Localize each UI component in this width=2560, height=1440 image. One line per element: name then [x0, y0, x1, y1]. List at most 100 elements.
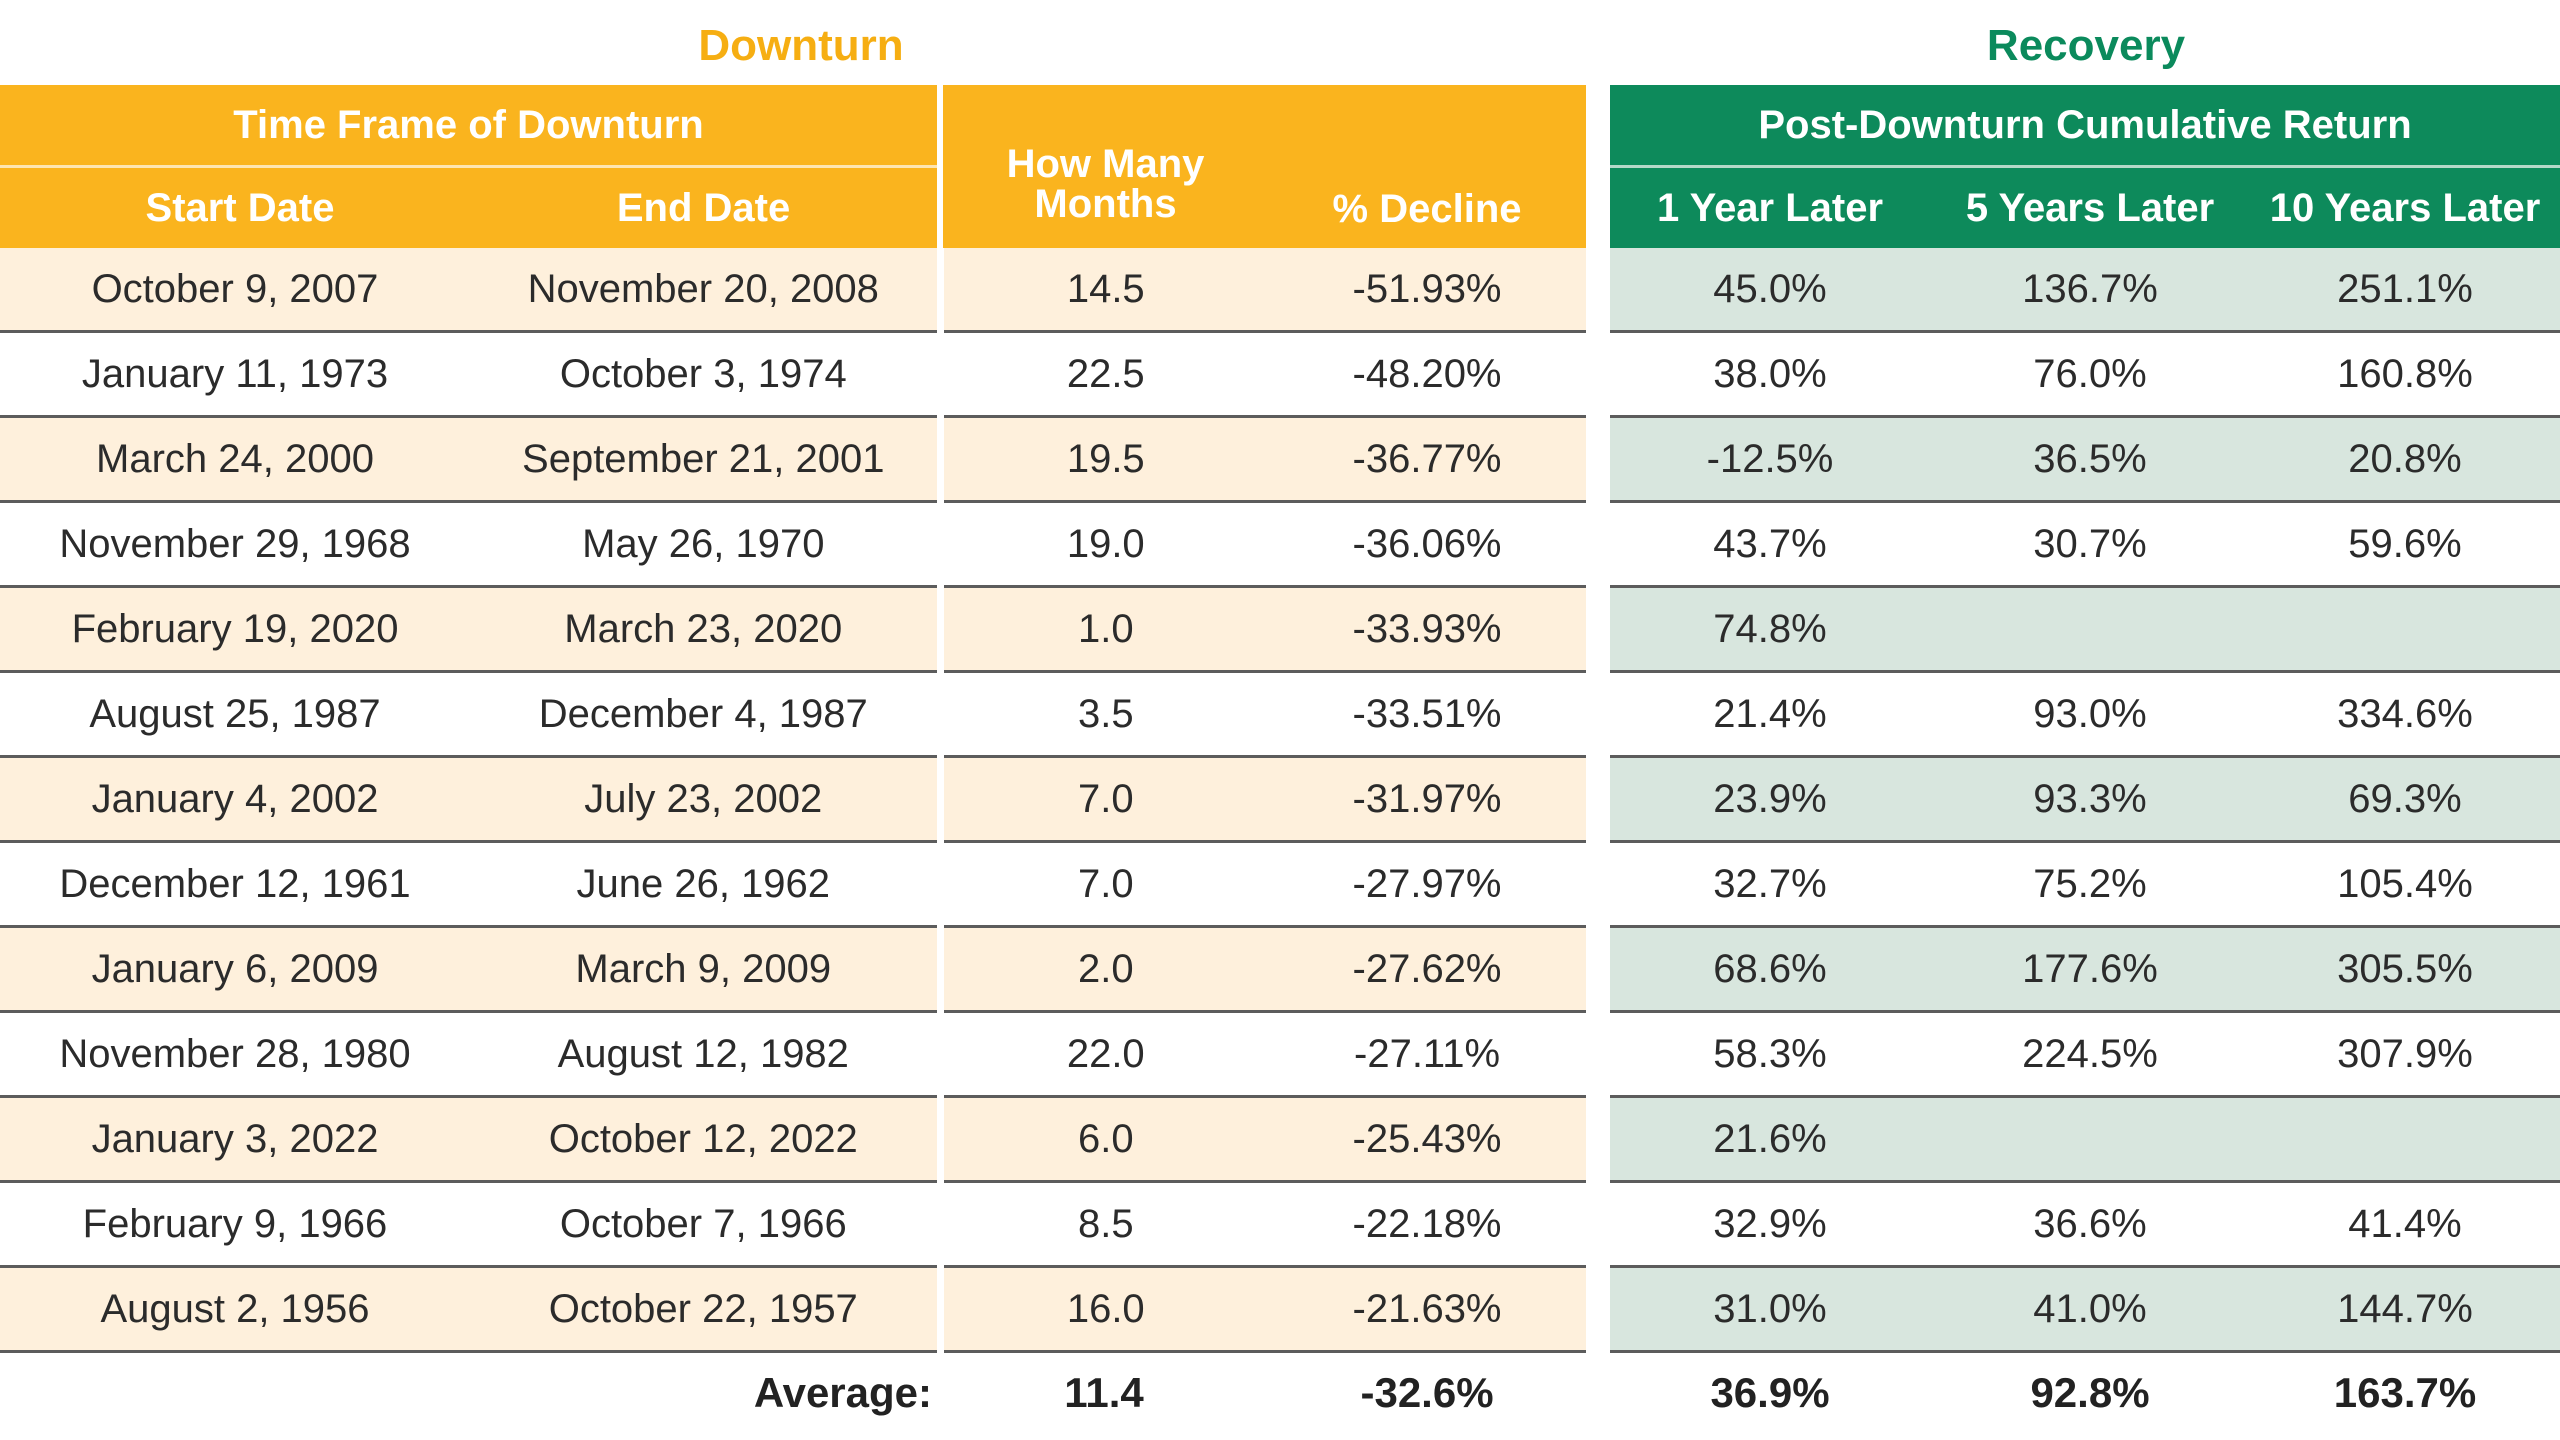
one-year-cell: -12.5% — [1610, 416, 1930, 503]
one-year-cell: 38.0% — [1610, 331, 1930, 418]
five-years-cell: 93.3% — [1930, 756, 2250, 843]
downturn-row: March 24, 2000 September 21, 2001 19.5 -36.… — [0, 416, 1587, 503]
start-date-cell: February 19, 2020 — [0, 586, 470, 673]
decline-cell: -48.20% — [1268, 331, 1587, 418]
one-year-cell: 68.6% — [1610, 926, 1930, 1013]
recovery-row: 58.3% 224.5% 307.9% — [1610, 1011, 2560, 1098]
ten-years-header: 10 Years Later — [2250, 166, 2560, 248]
end-date-cell: March 9, 2009 — [470, 926, 944, 1013]
months-cell: 22.0 — [940, 1011, 1269, 1098]
one-year-cell: 43.7% — [1610, 501, 1930, 588]
months-cell: 19.5 — [940, 416, 1269, 503]
end-date-cell: September 21, 2001 — [470, 416, 944, 503]
start-date-cell: October 9, 2007 — [0, 248, 470, 333]
recovery-row: 45.0% 136.7% 251.1% — [1610, 248, 2560, 333]
downturn-title: Downturn — [698, 21, 904, 70]
ten-years-cell — [2250, 1096, 2560, 1183]
recovery-row: 21.6% — [1610, 1096, 2560, 1183]
start-date-header: Start Date — [0, 166, 470, 248]
start-date-cell: January 6, 2009 — [0, 926, 470, 1013]
five-years-cell: 136.7% — [1930, 248, 2250, 333]
decline-cell: -31.97% — [1268, 756, 1587, 843]
months-cell: 22.5 — [940, 331, 1269, 418]
ten-years-cell: 305.5% — [2250, 926, 2560, 1013]
how-many-months-header: How Many Months — [940, 85, 1269, 248]
average-five-years: 92.8% — [2030, 1369, 2150, 1416]
five-years-cell: 224.5% — [1930, 1011, 2250, 1098]
start-date-cell: February 9, 1966 — [0, 1181, 470, 1268]
months-cell: 19.0 — [940, 501, 1269, 588]
months-cell: 8.5 — [940, 1181, 1269, 1268]
end-date-cell: October 3, 1974 — [470, 331, 944, 418]
one-year-cell: 32.9% — [1610, 1181, 1930, 1268]
recovery-title: Recovery — [1986, 21, 2186, 70]
ten-years-cell: 59.6% — [2250, 501, 2560, 588]
recovery-row: 31.0% 41.0% 144.7% — [1610, 1266, 2560, 1353]
five-years-cell: 93.0% — [1930, 671, 2250, 758]
end-date-cell: August 12, 1982 — [470, 1011, 944, 1098]
five-years-cell: 36.6% — [1930, 1181, 2250, 1268]
one-year-cell: 32.7% — [1610, 841, 1930, 928]
decline-cell: -27.97% — [1268, 841, 1587, 928]
downturn-row: August 2, 1956 October 22, 1957 16.0 -21.63… — [0, 1266, 1587, 1353]
downturn-table: Time Frame of Downturn How Many Months %… — [0, 85, 1587, 1433]
ten-years-cell: 251.1% — [2250, 248, 2560, 333]
start-date-cell: January 3, 2022 — [0, 1096, 470, 1183]
five-years-cell: 177.6% — [1930, 926, 2250, 1013]
downturn-row: February 19, 2020 March 23, 2020 1.0 -33.93… — [0, 586, 1587, 673]
downturn-row: January 4, 2002 July 23, 2002 7.0 -31.97% — [0, 756, 1587, 843]
start-date-cell: March 24, 2000 — [0, 416, 470, 503]
five-years-cell: 75.2% — [1930, 841, 2250, 928]
recovery-row: 21.4% 93.0% 334.6% — [1610, 671, 2560, 758]
months-cell: 16.0 — [940, 1266, 1269, 1353]
start-date-cell: August 2, 1956 — [0, 1266, 470, 1353]
one-year-cell: 21.4% — [1610, 671, 1930, 758]
recovery-row: 23.9% 93.3% 69.3% — [1610, 756, 2560, 843]
ten-years-cell: 160.8% — [2250, 331, 2560, 418]
months-cell: 2.0 — [940, 926, 1269, 1013]
recovery-row: 32.9% 36.6% 41.4% — [1610, 1181, 2560, 1268]
average-months: 11.4 — [1064, 1369, 1144, 1416]
ten-years-cell: 334.6% — [2250, 671, 2560, 758]
start-date-cell: December 12, 1961 — [0, 841, 470, 928]
average-one-year: 36.9% — [1710, 1369, 1830, 1416]
start-date-cell: January 11, 1973 — [0, 331, 470, 418]
end-date-cell: June 26, 1962 — [470, 841, 944, 928]
downturn-row: November 29, 1968 May 26, 1970 19.0 -36.06% — [0, 501, 1587, 588]
start-date-cell: November 29, 1968 — [0, 501, 470, 588]
start-date-cell: January 4, 2002 — [0, 756, 470, 843]
decline-cell: -27.11% — [1268, 1011, 1587, 1098]
post-downturn-header: Post-Downturn Cumulative Return — [1610, 85, 2560, 168]
pct-decline-header: % Decline — [1268, 85, 1587, 248]
recovery-row: 38.0% 76.0% 160.8% — [1610, 331, 2560, 418]
five-years-cell: 30.7% — [1930, 501, 2250, 588]
downturn-row: October 9, 2007 November 20, 2008 14.5 -51.… — [0, 248, 1587, 333]
recovery-row: 74.8% — [1610, 586, 2560, 673]
decline-cell: -36.06% — [1268, 501, 1587, 588]
end-date-cell: July 23, 2002 — [470, 756, 944, 843]
one-year-cell: 58.3% — [1610, 1011, 1930, 1098]
downturn-row: November 28, 1980 August 12, 1982 22.0 -27.… — [0, 1011, 1587, 1098]
one-year-cell: 74.8% — [1610, 586, 1930, 673]
end-date-cell: December 4, 1987 — [470, 671, 944, 758]
recovery-row: 68.6% 177.6% 305.5% — [1610, 926, 2560, 1013]
ten-years-cell: 69.3% — [2250, 756, 2560, 843]
end-date-cell: October 22, 1957 — [470, 1266, 944, 1353]
decline-cell: -36.77% — [1268, 416, 1587, 503]
one-year-cell: 23.9% — [1610, 756, 1930, 843]
ten-years-cell — [2250, 586, 2560, 673]
end-date-cell: May 26, 1970 — [470, 501, 944, 588]
five-years-header: 5 Years Later — [1930, 166, 2250, 248]
end-date-header: End Date — [470, 166, 944, 248]
months-cell: 1.0 — [940, 586, 1269, 673]
months-cell: 7.0 — [940, 756, 1269, 843]
downturn-row: January 3, 2022 October 12, 2022 6.0 -25.43… — [0, 1096, 1587, 1183]
five-years-cell — [1930, 586, 2250, 673]
five-years-cell: 76.0% — [1930, 331, 2250, 418]
how-many-months-label: How Many Months — [1006, 141, 1205, 226]
recovery-table: Post-Downturn Cumulative Return 1 Year L… — [1610, 85, 2560, 1433]
downturn-row: January 11, 1973 October 3, 1974 22.5 -48.2… — [0, 331, 1587, 418]
one-year-cell: 31.0% — [1610, 1266, 1930, 1353]
recovery-row: 43.7% 30.7% 59.6% — [1610, 501, 2560, 588]
end-date-cell: October 7, 1966 — [470, 1181, 944, 1268]
